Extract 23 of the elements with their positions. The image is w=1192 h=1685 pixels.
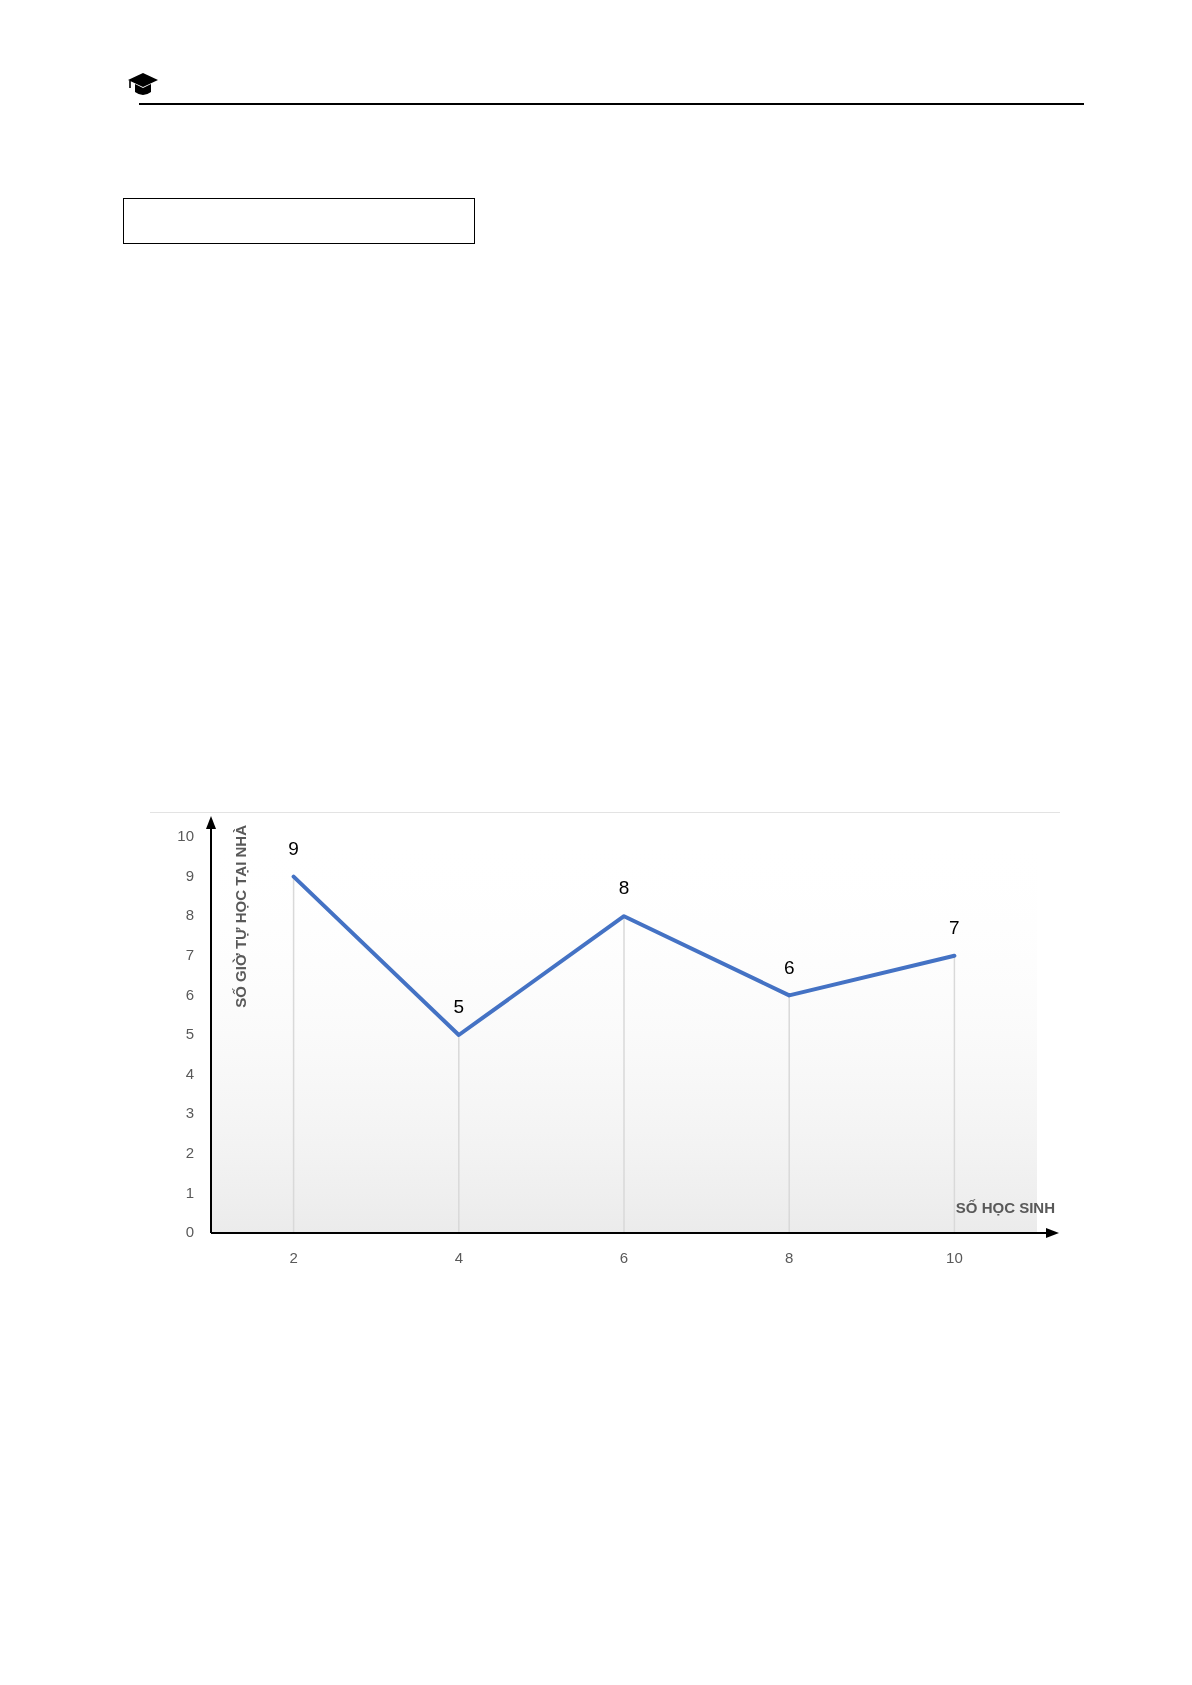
y-tick-label: 4 — [185, 1064, 194, 1082]
x-tick-label: 8 — [785, 1249, 794, 1267]
y-tick-label: 2 — [185, 1143, 194, 1161]
y-tick-label: 7 — [185, 945, 194, 963]
x-tick-label: 10 — [946, 1249, 963, 1267]
x-tick-label: 6 — [619, 1249, 629, 1267]
data-label: 6 — [783, 956, 795, 978]
y-tick-label: 6 — [185, 985, 194, 1003]
y-tick-label: 3 — [185, 1104, 194, 1122]
y-tick-label: 1 — [185, 1183, 194, 1201]
x-tick-label: 2 — [289, 1249, 298, 1267]
y-axis-title: SỐ GIỜ TỰ HỌC TẠI NHÀ — [232, 824, 250, 1008]
data-label: 5 — [453, 996, 465, 1018]
y-tick-label: 9 — [185, 866, 194, 884]
data-label: 8 — [618, 877, 630, 899]
y-tick-label: 8 — [185, 906, 194, 924]
x-axis-title: SỐ HỌC SINH — [955, 1199, 1055, 1217]
y-tick-label: 5 — [185, 1025, 194, 1043]
y-tick-label: 0 — [185, 1223, 194, 1241]
data-label: 9 — [288, 837, 299, 859]
y-tick-label: 10 — [177, 827, 194, 845]
data-label: 7 — [949, 917, 960, 939]
x-tick-label: 4 — [454, 1249, 463, 1267]
